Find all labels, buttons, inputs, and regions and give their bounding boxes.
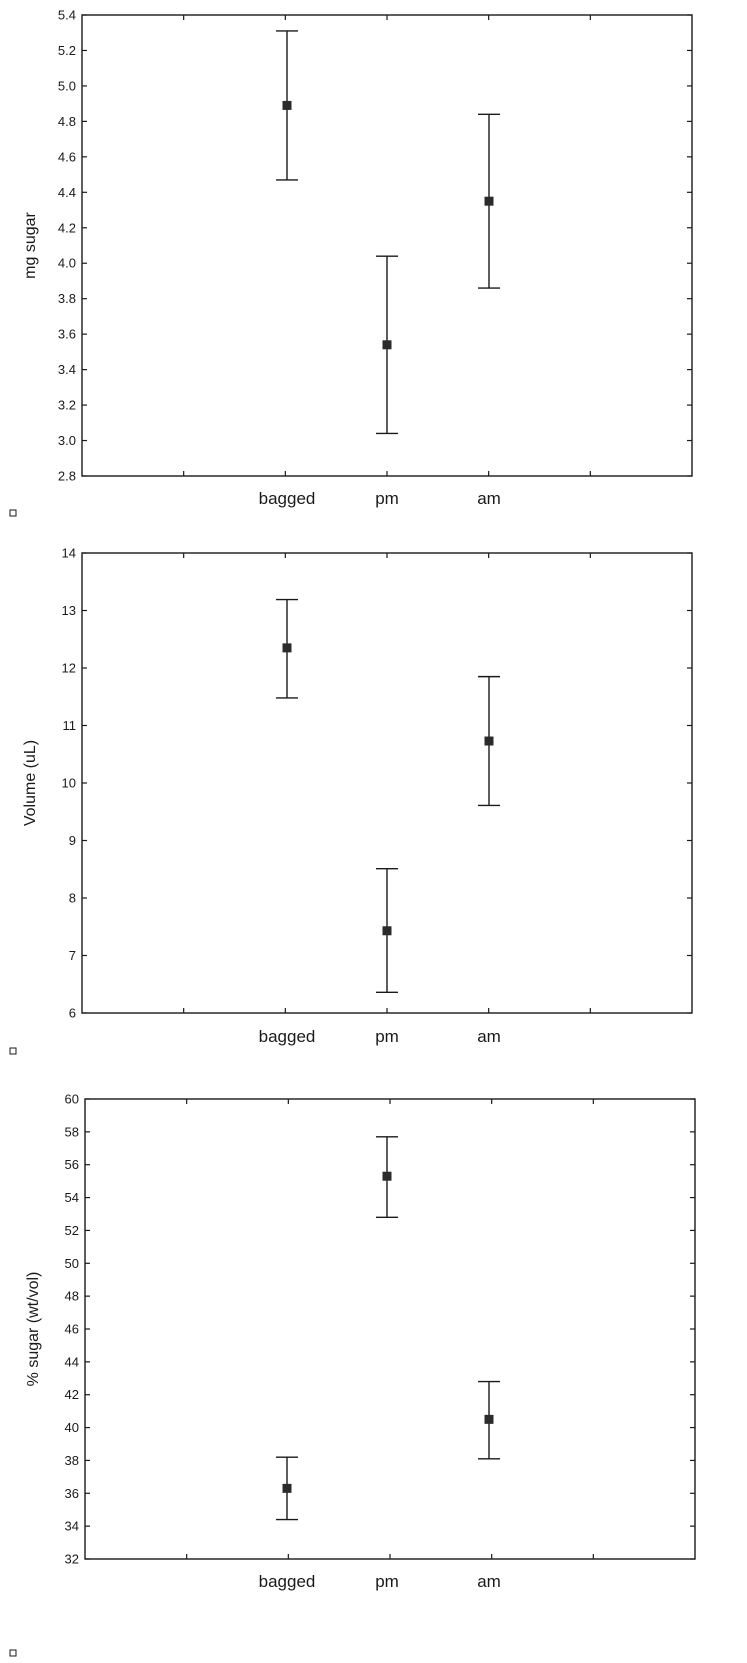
y-tick-label: 44 xyxy=(65,1354,79,1369)
y-tick-label: 10 xyxy=(62,776,76,791)
data-point-am xyxy=(484,1414,494,1424)
data-point-pm xyxy=(382,340,392,350)
y-tick-label: 5.0 xyxy=(58,78,76,93)
chart-panel-3: 32 34 36 38 40 42 44 46 48 50 52 54 56 58 60 % sugar (w… xyxy=(9,1092,696,1657)
data-point-bagged xyxy=(282,643,292,653)
y-tick-label: 3.6 xyxy=(58,327,76,342)
y-tick-label: 58 xyxy=(65,1124,79,1139)
category-label-pm: pm xyxy=(375,1572,399,1591)
y-tick-label: 13 xyxy=(62,603,76,618)
y-tick-label: 56 xyxy=(65,1157,79,1172)
y-tick-label: 4.6 xyxy=(58,149,76,164)
corner-square-marker xyxy=(9,1047,17,1055)
category-label-am: am xyxy=(477,1027,501,1046)
y-tick-label: 9 xyxy=(69,833,76,848)
y-tick-label: 14 xyxy=(62,546,76,561)
y-tick-label: 46 xyxy=(65,1322,79,1337)
y-tick-label: 42 xyxy=(65,1387,79,1402)
category-label-am: am xyxy=(477,489,501,508)
y-tick-label: 38 xyxy=(65,1453,79,1468)
data-point-am xyxy=(484,736,494,746)
corner-square-marker xyxy=(9,1649,17,1657)
y-tick-label: 3.2 xyxy=(58,398,76,413)
y-axis-title: Volume (uL) xyxy=(22,740,39,826)
y-tick-label: 5.4 xyxy=(58,8,76,23)
plot-frame xyxy=(84,1098,696,1560)
category-label-pm: pm xyxy=(375,489,399,508)
y-tick-label: 60 xyxy=(65,1092,79,1107)
data-point-pm xyxy=(382,926,392,936)
y-axis-title: mg sugar xyxy=(22,211,39,278)
y-tick-label: 52 xyxy=(65,1223,79,1238)
y-tick-label: 4.4 xyxy=(58,185,76,200)
y-tick-label: 3.4 xyxy=(58,362,76,377)
y-tick-label: 2.8 xyxy=(58,469,76,484)
y-tick-label: 54 xyxy=(65,1190,79,1205)
y-tick-label: 36 xyxy=(65,1486,79,1501)
y-tick-label: 4.2 xyxy=(58,220,76,235)
y-tick-label: 4.8 xyxy=(58,114,76,129)
y-tick-label: 8 xyxy=(69,891,76,906)
category-label-pm: pm xyxy=(375,1027,399,1046)
y-tick-label: 32 xyxy=(65,1552,79,1567)
y-tick-label: 48 xyxy=(65,1289,79,1304)
y-tick-label: 34 xyxy=(65,1519,79,1534)
category-label-bagged: bagged xyxy=(259,489,316,508)
chart-panel-2: 6 7 8 9 10 11 12 13 14 Volume (uL) bagged pm am xyxy=(9,546,693,1055)
data-point-bagged xyxy=(282,1483,292,1493)
data-point-pm xyxy=(382,1171,392,1181)
y-tick-label: 12 xyxy=(62,661,76,676)
category-label-bagged: bagged xyxy=(259,1027,316,1046)
y-tick-label: 6 xyxy=(69,1006,76,1021)
y-tick-label: 3.0 xyxy=(58,433,76,448)
corner-square-marker xyxy=(9,509,17,517)
y-tick-label: 11 xyxy=(63,718,77,733)
data-point-bagged xyxy=(282,100,292,110)
y-tick-label: 4.0 xyxy=(58,256,76,271)
category-label-bagged: bagged xyxy=(259,1572,316,1591)
y-tick-label: 5.2 xyxy=(58,43,76,58)
chart-panel-1: 2.8 3.0 3.2 3.4 3.6 3.8 4.0 4.2 4.4 4.6 4.8 5.0 5.2 5… xyxy=(9,8,693,517)
y-tick-label: 3.8 xyxy=(58,291,76,306)
y-axis-title: % sugar (wt/vol) xyxy=(25,1272,42,1387)
y-tick-label: 7 xyxy=(69,948,76,963)
y-tick-label: 50 xyxy=(65,1256,79,1271)
data-point-am xyxy=(484,196,494,206)
category-label-am: am xyxy=(477,1572,501,1591)
y-tick-label: 40 xyxy=(65,1420,79,1435)
